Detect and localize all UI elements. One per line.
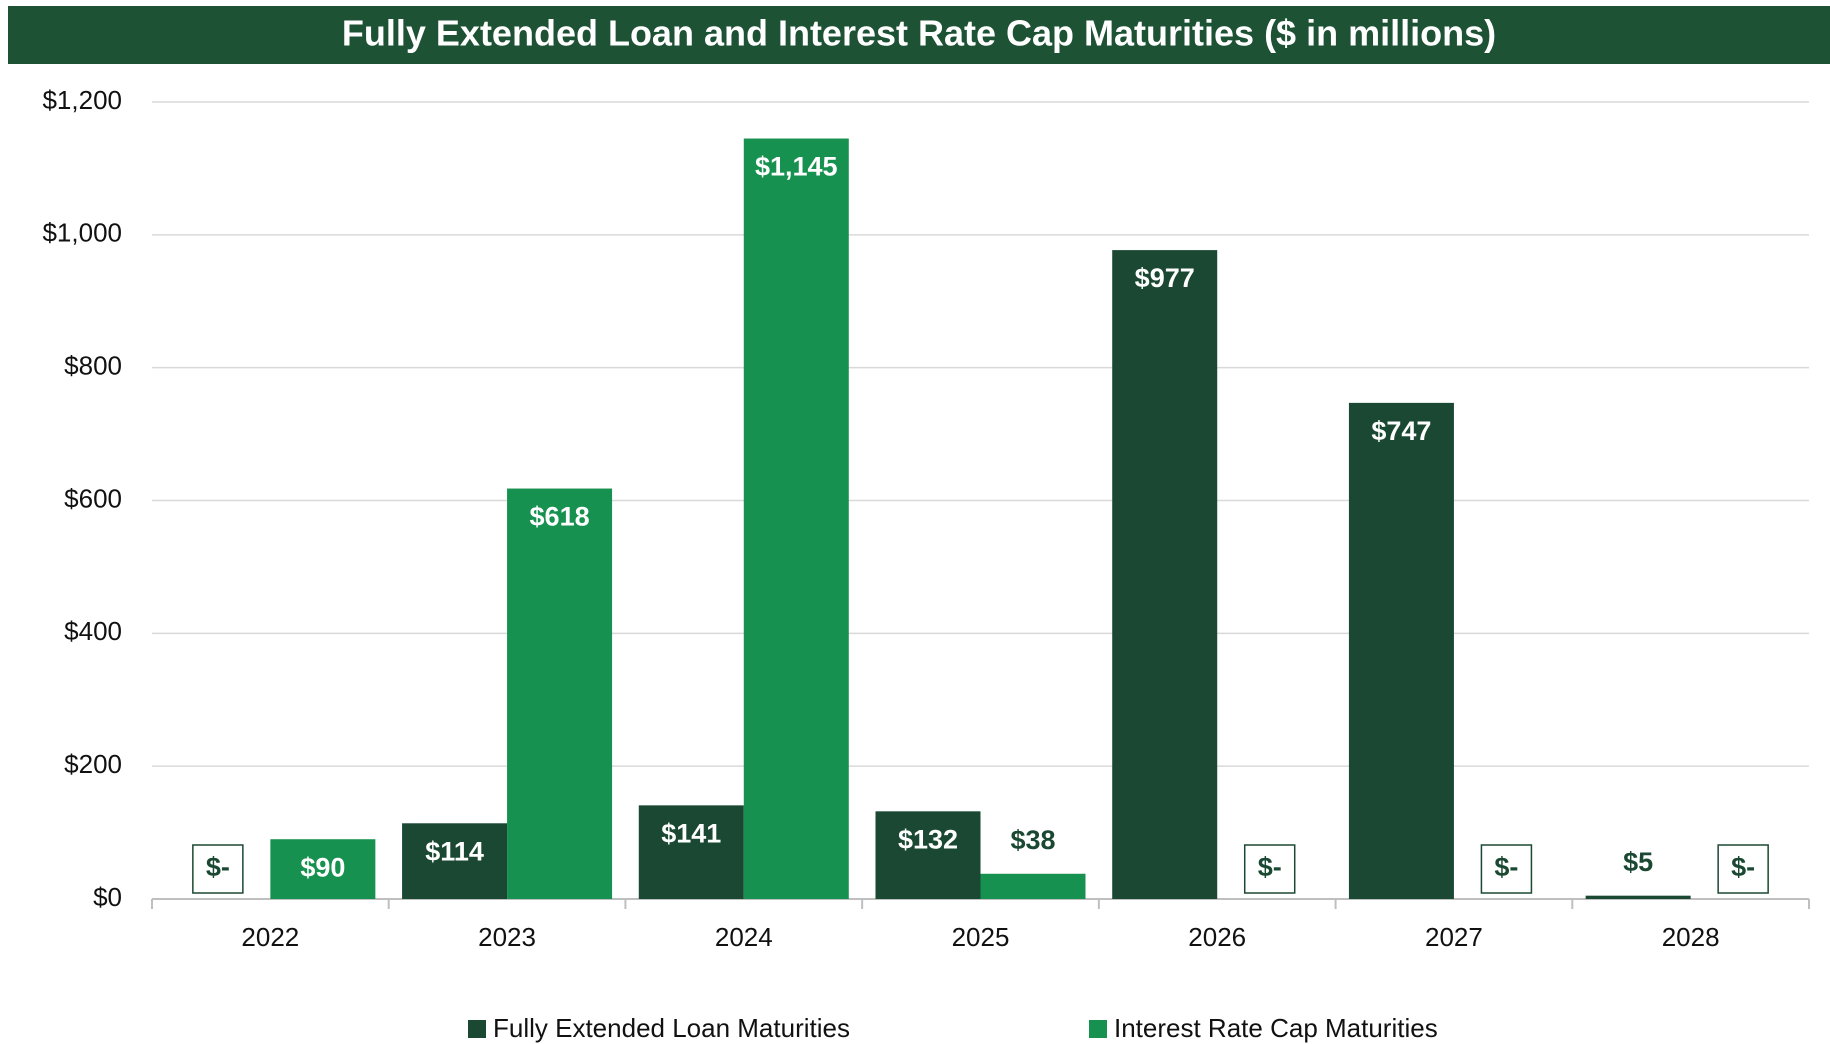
data-label: $747 — [1371, 416, 1431, 446]
empty-value-box — [1717, 844, 1769, 894]
bar — [638, 805, 744, 899]
legend-label: Fully Extended Loan Maturities — [493, 1013, 850, 1043]
y-tick-label: $1,000 — [42, 218, 122, 248]
data-label: $90 — [300, 852, 345, 882]
empty-value-box — [1243, 844, 1296, 894]
data-label: $132 — [898, 824, 958, 854]
y-tick-label: $600 — [64, 483, 122, 513]
data-label: $141 — [661, 818, 721, 848]
x-tick-label: 2026 — [1188, 922, 1246, 952]
bar — [507, 488, 613, 899]
bar — [402, 823, 508, 899]
bar — [1112, 250, 1218, 900]
x-tick-label: 2025 — [952, 922, 1010, 952]
data-label: $5 — [1623, 847, 1653, 877]
data-label: $618 — [530, 502, 590, 532]
bar — [1348, 402, 1454, 899]
data-label: $1,145 — [755, 152, 838, 182]
legend-swatch — [1089, 1020, 1107, 1038]
bar — [743, 138, 849, 899]
legend-swatch — [468, 1020, 486, 1038]
x-tick-label: 2022 — [241, 922, 299, 952]
y-tick-label: $800 — [64, 351, 122, 381]
x-tick-label: 2023 — [478, 922, 536, 952]
data-label: $- — [1494, 852, 1518, 882]
data-label: $114 — [425, 836, 484, 866]
bar — [1585, 895, 1691, 899]
empty-value-box — [1480, 844, 1533, 894]
chart-title: Fully Extended Loan and Interest Rate Ca… — [342, 13, 1496, 54]
bar — [875, 811, 981, 899]
x-tick-label: 2024 — [715, 922, 773, 952]
data-label: $977 — [1135, 263, 1195, 293]
title-bar — [8, 6, 1830, 64]
y-tick-label: $1,200 — [42, 85, 122, 115]
y-tick-label: $0 — [93, 882, 122, 912]
bar — [270, 839, 376, 899]
x-tick-label: 2027 — [1425, 922, 1483, 952]
y-tick-label: $400 — [64, 616, 122, 646]
empty-value-box — [192, 844, 244, 894]
legend-label: Interest Rate Cap Maturities — [1114, 1013, 1438, 1043]
y-tick-label: $200 — [64, 749, 122, 779]
data-label: $- — [1258, 852, 1282, 882]
x-tick-label: 2028 — [1662, 922, 1720, 952]
data-label: $- — [1731, 852, 1755, 882]
data-label: $- — [206, 852, 230, 882]
data-label: $38 — [1010, 825, 1055, 855]
bar — [980, 873, 1086, 899]
